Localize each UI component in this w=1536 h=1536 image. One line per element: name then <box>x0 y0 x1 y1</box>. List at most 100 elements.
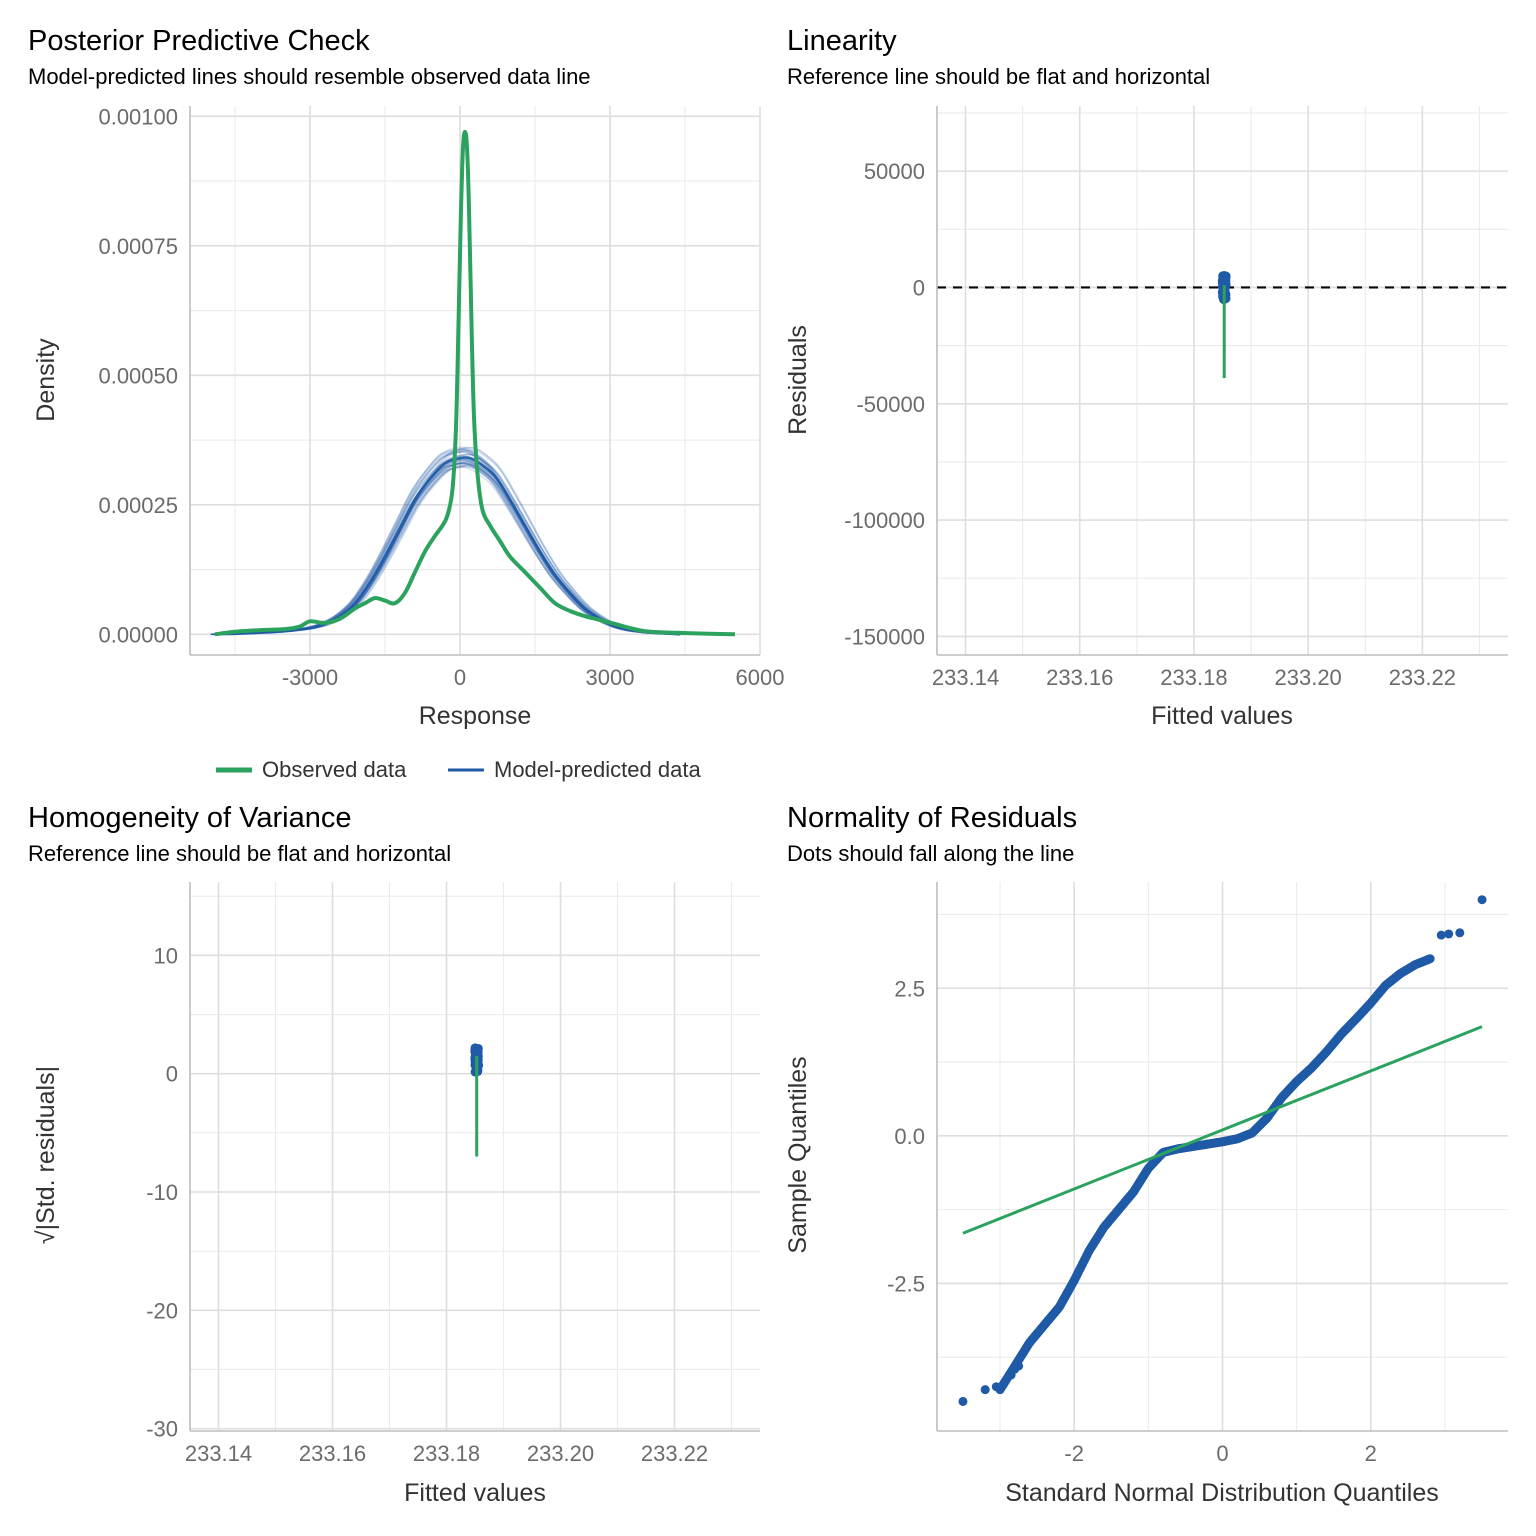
ppc-title: Posterior Predictive Check <box>28 25 370 57</box>
x-tick-label: 233.14 <box>932 665 999 690</box>
y-tick-label: -20 <box>146 1298 178 1323</box>
x-tick-label: 0 <box>1216 1441 1228 1466</box>
y-tick-label: 2.5 <box>894 976 925 1001</box>
y-tick-label: 0 <box>166 1062 178 1087</box>
predicted-draw-line <box>216 461 682 636</box>
predicted-draw-line <box>210 448 676 636</box>
y-tick-label: 0.00050 <box>98 363 178 388</box>
linearity-marks <box>937 271 1508 379</box>
predicted-draw-line <box>212 448 678 636</box>
y-tick-label: 10 <box>154 943 178 968</box>
homogeneity-subtitle: Reference line should be flat and horizo… <box>28 841 451 866</box>
x-tick-label: 233.22 <box>641 1441 708 1466</box>
ppc-gridlines <box>190 106 761 655</box>
y-tick-label: 50000 <box>864 159 925 184</box>
x-tick-label: 233.14 <box>185 1441 252 1466</box>
qq-point <box>1436 930 1446 940</box>
homogeneity-marks <box>470 1043 484 1157</box>
predicted-draw-line <box>213 459 679 636</box>
normality-x-axis-label: Standard Normal Distribution Quantiles <box>1005 1479 1439 1507</box>
linearity-y-axis-label: Residuals <box>784 325 812 435</box>
normality-y-axis-label: Sample Quantiles <box>784 1056 812 1253</box>
qq-reference-line <box>962 1025 1483 1235</box>
residual-point <box>1219 279 1229 289</box>
x-tick-label: 6000 <box>736 665 785 690</box>
linearity-subtitle: Reference line should be flat and horizo… <box>787 64 1210 89</box>
ppc-legend: Observed data Model-predicted data <box>216 757 701 782</box>
normality-title: Normality of Residuals <box>787 802 1077 834</box>
predicted-draw-line <box>210 457 676 636</box>
x-tick-label: 3000 <box>586 665 635 690</box>
ppc-y-axis-label: Density <box>32 338 60 422</box>
legend-predicted-label: Model-predicted data <box>494 757 701 782</box>
qq-point <box>1477 895 1487 905</box>
linearity-axes: 233.14 233.16 233.18 233.20 233.22 -150000 -10… <box>844 106 1508 690</box>
predicted-draw-line <box>216 465 682 636</box>
predicted-draw-line <box>211 450 677 636</box>
y-tick-label: -10 <box>146 1180 178 1205</box>
qq-point <box>999 1379 1009 1389</box>
y-tick-label: -30 <box>146 1417 178 1442</box>
predicted-draw-line <box>212 450 678 636</box>
normality-axes: -2 0 2 -2.5 0.0 2.5 <box>887 882 1508 1466</box>
std-residual-point <box>473 1047 483 1057</box>
predicted-draw-line <box>215 458 682 636</box>
qq-point <box>1425 954 1435 964</box>
panel-homogeneity: Homogeneity of Variance Reference line s… <box>28 802 760 1507</box>
x-tick-label: 233.20 <box>1275 665 1342 690</box>
qq-point <box>1014 1361 1024 1371</box>
x-tick-label: 233.16 <box>299 1441 366 1466</box>
x-tick-label: -2 <box>1064 1441 1084 1466</box>
y-tick-label: 0.00025 <box>98 493 178 518</box>
x-tick-label: 2 <box>1365 1441 1377 1466</box>
x-tick-label: 0 <box>454 665 466 690</box>
panel-posterior-predictive-check: Posterior Predictive Check Model-predict… <box>28 25 784 782</box>
y-tick-label: 0.00075 <box>98 234 178 259</box>
predicted-draw-line <box>216 453 683 636</box>
y-tick-label: -100000 <box>844 508 925 533</box>
y-tick-label: 0 <box>913 275 925 300</box>
homogeneity-axes: 233.14 233.16 233.18 233.20 233.22 -30 -20 -10 0… <box>146 882 760 1466</box>
qq-point <box>991 1382 1001 1392</box>
qq-point <box>980 1385 990 1395</box>
observed-series-line <box>214 129 736 637</box>
homogeneity-title: Homogeneity of Variance <box>28 802 351 834</box>
qq-point <box>958 1396 968 1406</box>
predicted-draw-line <box>217 453 683 636</box>
panel-normality: Normality of Residuals Dots should fall … <box>784 802 1508 1507</box>
qq-point <box>1455 928 1465 938</box>
predicted-draw-line <box>218 446 684 636</box>
y-tick-label: -2.5 <box>887 1271 925 1296</box>
panel-linearity: Linearity Reference line should be flat … <box>784 25 1508 730</box>
predicted-draw-line <box>217 464 683 636</box>
legend-observed-label: Observed data <box>262 757 407 782</box>
predicted-draw-line <box>209 458 676 636</box>
predicted-draw-line <box>216 464 682 636</box>
homogeneity-x-axis-label: Fitted values <box>404 1479 546 1507</box>
linearity-title: Linearity <box>787 25 897 57</box>
x-tick-label: 233.22 <box>1389 665 1456 690</box>
normality-gridlines <box>937 882 1508 1431</box>
predicted-draw-line <box>210 462 676 636</box>
ppc-marks <box>209 129 736 637</box>
predicted-draw-line <box>212 462 678 636</box>
normality-marks <box>958 895 1487 1406</box>
ppc-axes: -3000 0 3000 6000 0.00000 0.00025 0.00050 0.000… <box>98 104 784 690</box>
ppc-x-axis-label: Response <box>419 702 532 730</box>
normality-subtitle: Dots should fall along the line <box>787 841 1074 866</box>
x-tick-label: 233.16 <box>1046 665 1113 690</box>
x-tick-label: 233.20 <box>527 1441 594 1466</box>
y-tick-label: -150000 <box>844 624 925 649</box>
ppc-subtitle: Model-predicted lines should resemble ob… <box>28 64 591 89</box>
y-tick-label: -50000 <box>856 392 925 417</box>
x-tick-label: 233.18 <box>1160 665 1227 690</box>
predicted-draw-line <box>210 462 677 636</box>
x-tick-label: 233.18 <box>413 1441 480 1466</box>
linearity-gridlines <box>937 106 1508 655</box>
predicted-draw-line <box>212 451 678 636</box>
predicted-draw-line <box>211 466 677 636</box>
homogeneity-y-axis-label: √|Std. residuals| <box>32 1066 60 1244</box>
predicted-draw-line <box>215 457 681 636</box>
homogeneity-gridlines <box>190 882 760 1431</box>
